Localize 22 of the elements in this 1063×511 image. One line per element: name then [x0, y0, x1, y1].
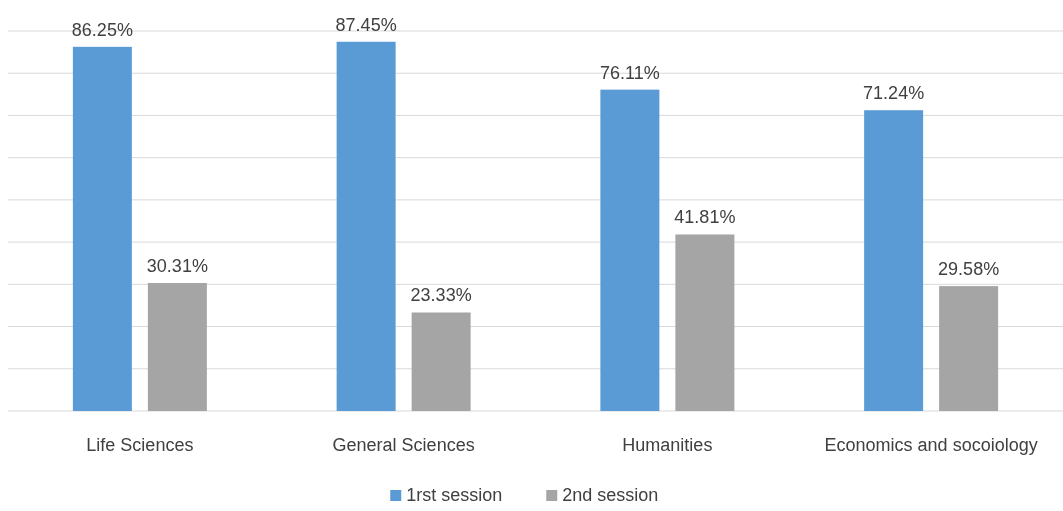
bar: [600, 89, 660, 411]
x-tick-label: General Sciences: [332, 435, 475, 455]
data-label: 86.25%: [71, 19, 133, 40]
data-label: 87.45%: [335, 14, 397, 35]
bar: [147, 283, 207, 411]
bar: [336, 41, 396, 411]
data-label: 71.24%: [863, 83, 925, 104]
bar: [939, 286, 999, 411]
bar: [72, 46, 132, 411]
x-tick-label: Humanities: [622, 435, 713, 455]
bar: [675, 234, 735, 411]
data-label: 41.81%: [674, 207, 736, 228]
x-tick-label: Economics and socoiology: [824, 435, 1038, 455]
data-label: 29.58%: [938, 259, 1000, 280]
bar: [864, 110, 924, 411]
x-tick-label: Life Sciences: [86, 435, 194, 455]
legend-label: 2nd session: [562, 485, 659, 505]
data-label: 76.11%: [600, 62, 660, 83]
legend-label: 1rst session: [406, 485, 503, 505]
data-label: 23.33%: [410, 285, 472, 306]
bar: [411, 312, 471, 411]
data-label: 30.31%: [146, 256, 208, 277]
